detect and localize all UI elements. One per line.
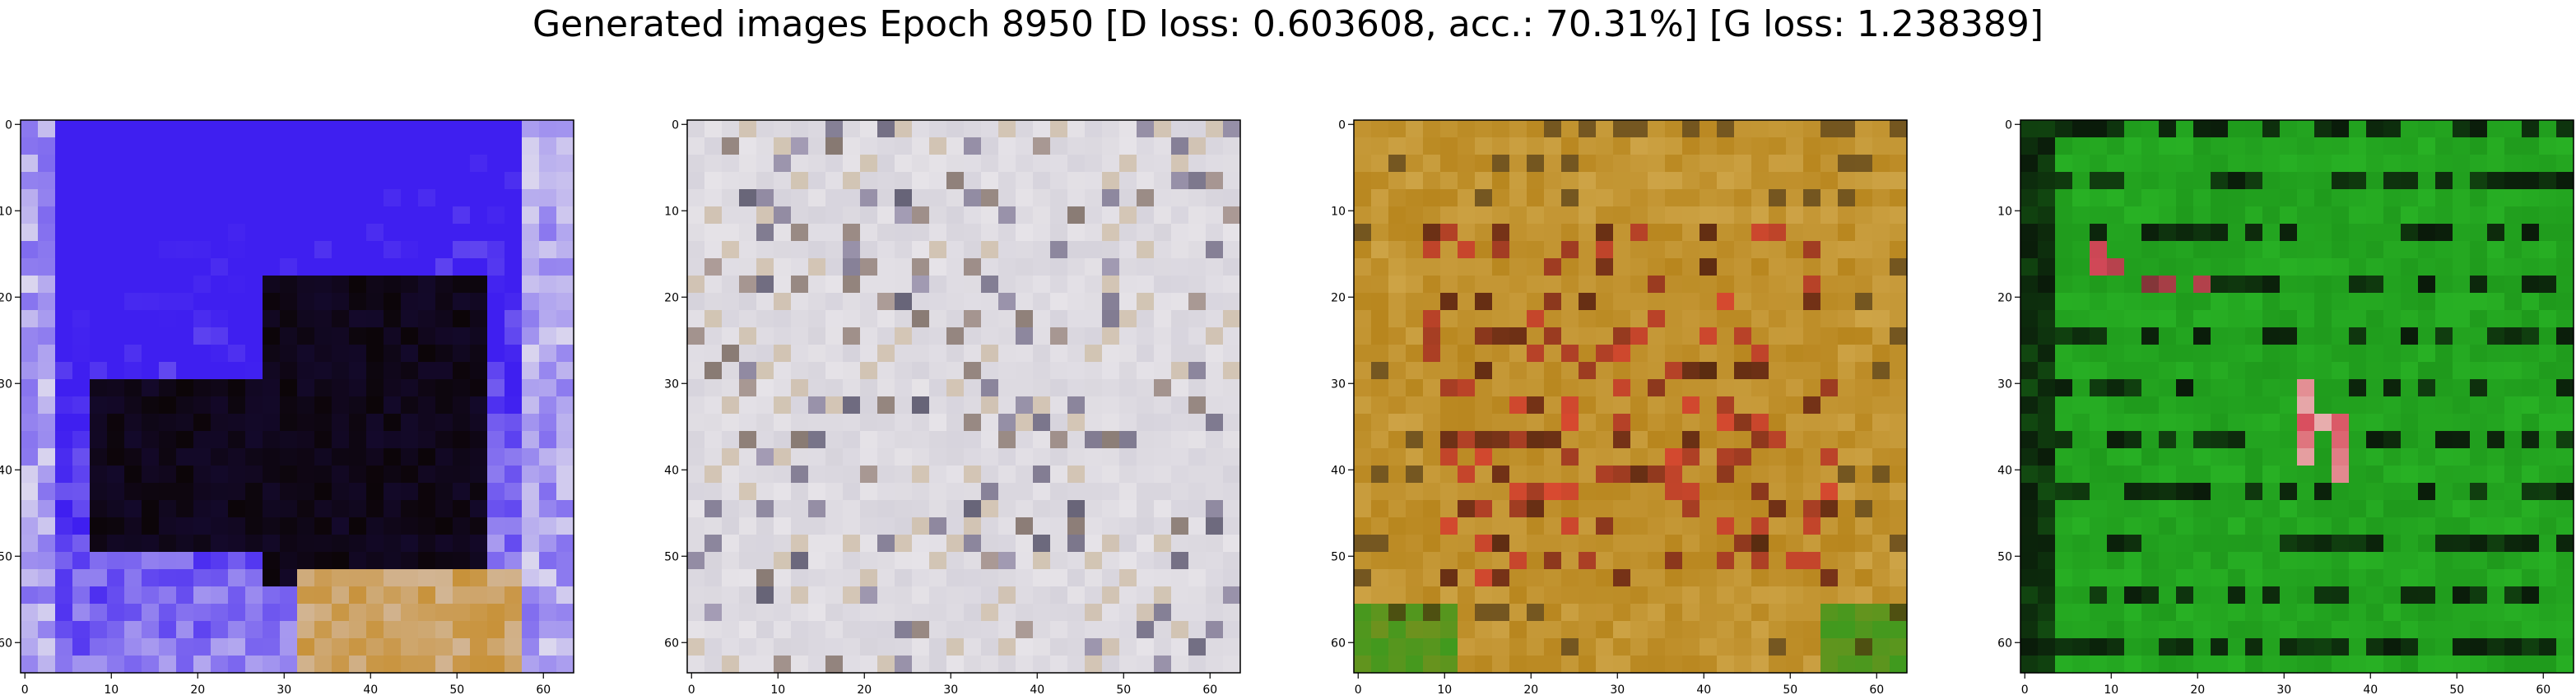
x-tick-label: 0 xyxy=(688,683,695,695)
image-pixels xyxy=(2020,120,2574,674)
image-panel-3: 0 10 20 30 40 50 60 0 10 20 30 40 50 60 xyxy=(1331,118,1908,695)
y-tick-label: 50 xyxy=(1997,550,2012,563)
x-tick-label: 60 xyxy=(1869,683,1884,695)
y-tick-label: 50 xyxy=(1331,550,1346,563)
image-panel-1: 0 10 20 30 40 50 60 0 10 20 30 40 50 60 xyxy=(0,118,574,695)
x-tick-label: 50 xyxy=(449,683,464,695)
y-tick-label: 30 xyxy=(1997,378,2012,391)
x-tick-label: 30 xyxy=(1610,683,1625,695)
x-tick-label: 30 xyxy=(943,683,958,695)
y-tick-label: 30 xyxy=(664,378,679,391)
x-tick-label: 10 xyxy=(1437,683,1452,695)
y-tick-label: 20 xyxy=(0,291,12,304)
x-tick-label: 50 xyxy=(1783,683,1797,695)
x-tick-label: 10 xyxy=(770,683,785,695)
y-tick-label: 0 xyxy=(2005,118,2012,132)
figure-suptitle: Generated images Epoch 8950 [D loss: 0.6… xyxy=(532,3,2044,45)
y-tick-label: 60 xyxy=(1331,637,1346,650)
x-tick-label: 60 xyxy=(1202,683,1217,695)
y-tick-label: 20 xyxy=(1997,291,2012,304)
y-tick-label: 40 xyxy=(0,464,12,477)
y-tick-label: 10 xyxy=(664,205,679,218)
y-tick-label: 30 xyxy=(1331,378,1346,391)
y-tick-label: 10 xyxy=(1997,205,2012,218)
y-tick-label: 40 xyxy=(664,464,679,477)
y-tick-label: 0 xyxy=(1338,118,1346,132)
y-tick-label: 40 xyxy=(1997,464,2012,477)
x-tick-label: 10 xyxy=(104,683,119,695)
image-panel-2: 0 10 20 30 40 50 60 0 10 20 30 40 50 60 xyxy=(664,118,1241,695)
x-tick-label: 30 xyxy=(277,683,291,695)
x-tick-label: 40 xyxy=(2363,683,2378,695)
y-tick-label: 20 xyxy=(664,291,679,304)
axes-frame xyxy=(20,119,574,674)
axes-frame xyxy=(686,119,1241,674)
x-tick-label: 20 xyxy=(190,683,205,695)
y-tick-label: 10 xyxy=(0,205,12,218)
x-tick-label: 0 xyxy=(21,683,29,695)
image-pixels xyxy=(687,120,1241,674)
x-tick-label: 40 xyxy=(1030,683,1044,695)
image-pixels xyxy=(21,120,574,674)
axes-frame xyxy=(1353,119,1908,674)
y-tick-label: 20 xyxy=(1331,291,1346,304)
x-tick-label: 0 xyxy=(1355,683,1362,695)
x-tick-label: 60 xyxy=(536,683,551,695)
x-tick-label: 10 xyxy=(2104,683,2118,695)
x-tick-label: 40 xyxy=(363,683,378,695)
axes-frame xyxy=(2020,119,2574,674)
x-tick-label: 60 xyxy=(2536,683,2550,695)
image-panel-4: 0 10 20 30 40 50 60 0 10 20 30 40 50 60 xyxy=(1997,118,2574,695)
x-tick-label: 0 xyxy=(2021,683,2029,695)
y-tick-label: 0 xyxy=(672,118,679,132)
x-tick-label: 50 xyxy=(2449,683,2464,695)
y-tick-label: 40 xyxy=(1331,464,1346,477)
x-tick-label: 40 xyxy=(1696,683,1711,695)
y-tick-label: 30 xyxy=(0,378,12,391)
y-tick-label: 60 xyxy=(1997,637,2012,650)
x-tick-label: 20 xyxy=(2190,683,2205,695)
y-tick-label: 10 xyxy=(1331,205,1346,218)
y-tick-label: 60 xyxy=(664,637,679,650)
y-tick-label: 50 xyxy=(0,550,12,563)
y-tick-label: 0 xyxy=(5,118,12,132)
x-tick-label: 20 xyxy=(857,683,872,695)
x-tick-label: 20 xyxy=(1523,683,1538,695)
y-tick-label: 50 xyxy=(664,550,679,563)
image-pixels xyxy=(1354,120,1908,674)
y-tick-label: 60 xyxy=(0,637,12,650)
x-tick-label: 50 xyxy=(1116,683,1131,695)
x-tick-label: 30 xyxy=(2276,683,2291,695)
